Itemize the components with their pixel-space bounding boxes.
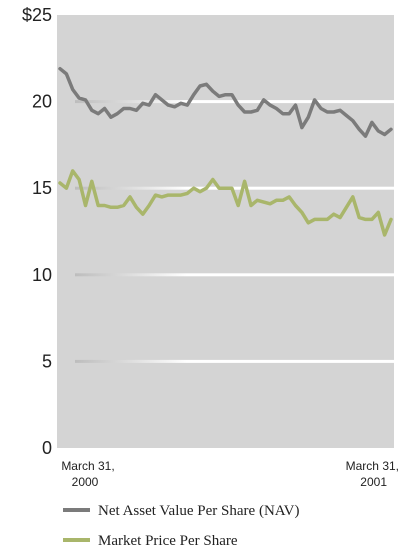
y-tick-label: 10 bbox=[32, 265, 52, 285]
x-tick-label: 2000 bbox=[72, 475, 99, 489]
gridline bbox=[75, 359, 394, 363]
y-tick-label: 5 bbox=[42, 351, 52, 371]
y-tick-label: $25 bbox=[22, 5, 52, 25]
series-line-nav bbox=[58, 66, 393, 138]
legend-label: Market Price Per Share bbox=[98, 533, 238, 549]
x-tick-label: 2001 bbox=[360, 475, 387, 489]
y-tick-label: 20 bbox=[32, 92, 52, 112]
x-tick-label: March 31, bbox=[61, 459, 114, 473]
y-tick-label: 0 bbox=[42, 438, 52, 458]
y-axis-ticks: 0 5 10 15 20 $25 bbox=[22, 5, 52, 458]
y-tick-label: 15 bbox=[32, 178, 52, 198]
gridline bbox=[75, 273, 394, 277]
gridline bbox=[75, 186, 394, 190]
series-line-market-price bbox=[58, 169, 393, 237]
x-axis-ticks: March 31, 2000 March 31, 2001 bbox=[61, 459, 399, 489]
x-tick-label: March 31, bbox=[346, 459, 399, 473]
legend-label: Net Asset Value Per Share (NAV) bbox=[98, 503, 300, 519]
legend: Net Asset Value Per Share (NAV) Market Pr… bbox=[63, 503, 300, 549]
series-lines bbox=[58, 66, 393, 237]
plot-area bbox=[57, 15, 394, 448]
